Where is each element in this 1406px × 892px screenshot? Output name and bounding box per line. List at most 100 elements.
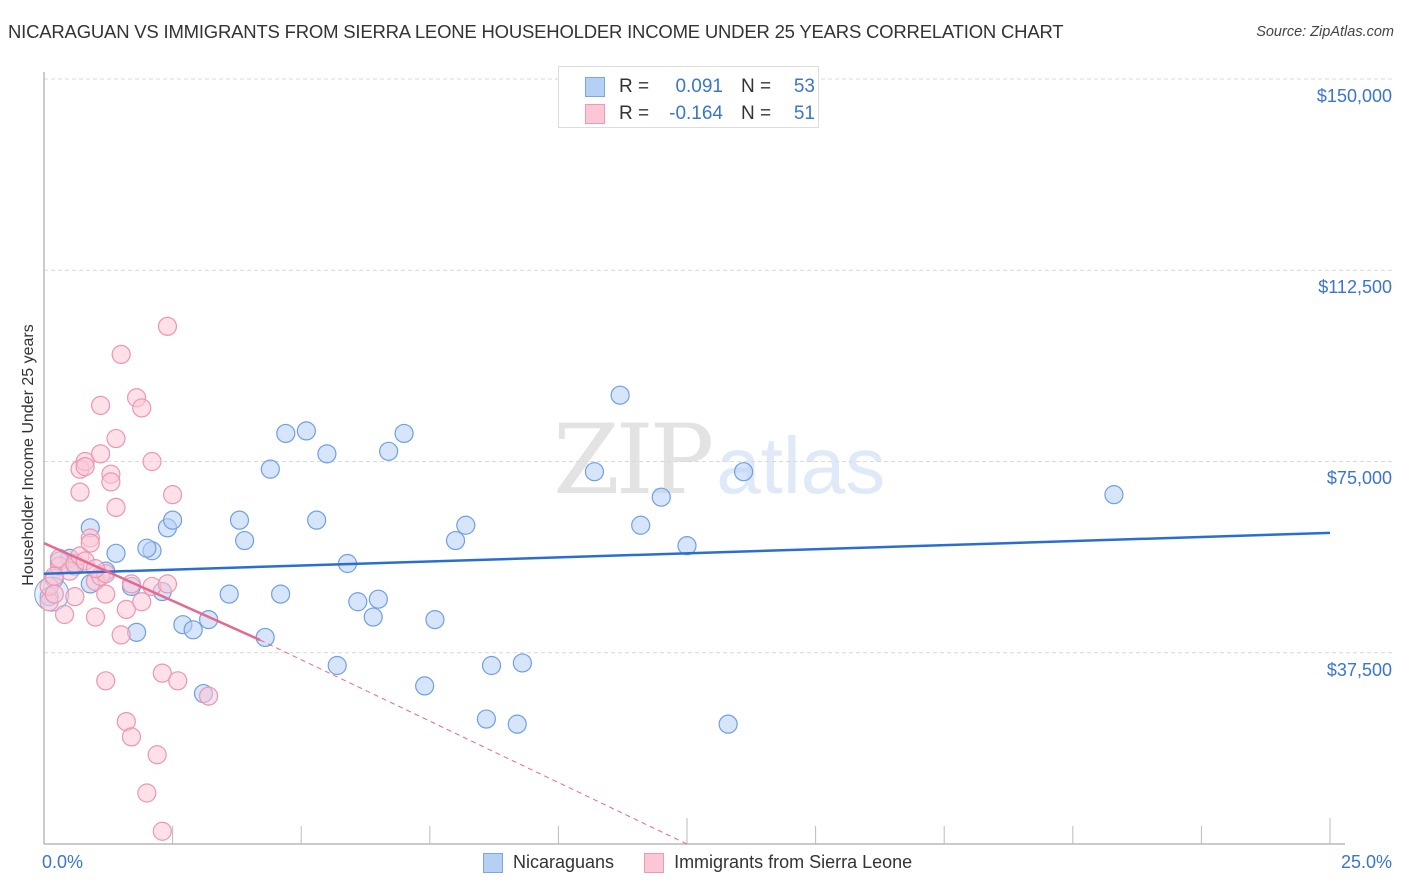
- nicaraguan-point: [445, 530, 466, 551]
- sierra-leone-point: [75, 457, 95, 477]
- legend-label: Immigrants from Sierra Leone: [674, 852, 913, 872]
- nicaraguan-point: [296, 421, 316, 441]
- nicaraguan-point: [1104, 485, 1124, 505]
- nicaraguan-point: [584, 462, 605, 482]
- sierra-leone-point: [111, 344, 131, 364]
- sierra-leone-point: [90, 395, 111, 415]
- sierra-leone-point: [199, 686, 219, 706]
- pink-swatch-icon: [585, 104, 605, 124]
- y-tick-112500: $112,500: [1318, 277, 1392, 297]
- sierra-leone-point: [152, 821, 172, 841]
- sierra-leone-point: [116, 599, 136, 620]
- y-tick-150000: $150,000: [1316, 86, 1392, 106]
- sierra-leone-point: [65, 587, 85, 607]
- sierra-leone-point: [90, 444, 111, 464]
- sierra-leone-point: [157, 574, 178, 594]
- nicaraguan-point: [307, 510, 327, 530]
- sierra-leone-point: [147, 745, 167, 765]
- nicaraguan-point: [235, 530, 255, 551]
- nicaraguan-point: [106, 543, 126, 563]
- nicaraguan-point: [481, 655, 502, 676]
- y-axis-label: Householder Income Under 25 years: [20, 324, 37, 586]
- nicaraguan-point: [512, 653, 532, 673]
- nicaraguan-point: [718, 714, 738, 734]
- nicaraguan-point: [677, 536, 697, 556]
- pink-swatch-icon: [644, 852, 665, 873]
- blue-swatch-icon: [585, 77, 605, 97]
- sierra-leone-point: [111, 625, 131, 645]
- nicaraguan-point: [163, 510, 183, 530]
- series-nicaraguans-points: [34, 385, 1124, 734]
- nicaraguan-point: [425, 609, 445, 630]
- nicaraguan-point: [183, 620, 203, 640]
- n-value: 51: [793, 103, 815, 124]
- nicaraguan-point: [271, 584, 291, 604]
- nicaraguan-point: [476, 709, 496, 729]
- sierra-leone-point: [132, 592, 152, 612]
- blue-swatch-icon: [483, 852, 503, 873]
- sierra-leone-point: [152, 663, 172, 683]
- source-label: Source: ZipAtlas.com: [1256, 24, 1394, 40]
- nicaraguan-point: [363, 607, 383, 627]
- sierra-leone-point: [157, 316, 178, 336]
- n-value: 53: [793, 76, 815, 97]
- n-label: N =: [741, 76, 772, 97]
- y-tick-37500: $37,500: [1326, 660, 1392, 680]
- sierra-leone-point: [132, 398, 152, 418]
- sierra-leone-point: [121, 727, 142, 747]
- sierra-leone-point: [101, 472, 121, 492]
- sierra-leone-point: [44, 566, 64, 586]
- sierra-leone-point: [44, 584, 64, 604]
- nicaraguans-trend-line: [43, 531, 1331, 575]
- sierra-leone-point: [96, 671, 116, 691]
- nicaraguan-point: [507, 714, 527, 734]
- nicaraguan-point: [651, 487, 671, 507]
- correlation-legend: R = 0.091 N = 53 R = -0.164 N = 51: [558, 66, 819, 128]
- sierra-leone-point: [54, 604, 75, 625]
- y-tick-75000: $75,000: [1326, 468, 1392, 488]
- x-tick-max: 25.0%: [1340, 852, 1392, 872]
- nicaraguan-point: [229, 510, 250, 530]
- sierra-leone-point: [85, 607, 106, 627]
- series-legend: Nicaraguans Immigrants from Sierra Leone: [483, 852, 942, 873]
- sierra-leone-point: [168, 671, 188, 691]
- nicaraguan-point: [733, 462, 754, 482]
- axes: [43, 72, 1345, 845]
- legend-item-sierra-leone[interactable]: Immigrants from Sierra Leone: [644, 852, 912, 873]
- nicaraguan-point: [394, 423, 414, 444]
- x-tick-min: 0.0%: [42, 852, 84, 872]
- sierra-leone-point: [106, 428, 126, 449]
- chart-title: NICARAGUAN VS IMMIGRANTS FROM SIERRA LEO…: [8, 21, 1064, 42]
- legend-item-nicaraguans[interactable]: Nicaraguans: [483, 852, 614, 873]
- sierra-leone-point: [142, 451, 162, 472]
- r-value: 0.091: [675, 76, 723, 97]
- r-value: -0.164: [669, 103, 723, 124]
- nicaraguan-point: [348, 592, 368, 612]
- nicaraguan-point: [456, 515, 476, 535]
- nicaraguan-point: [379, 441, 399, 461]
- legend-label: Nicaraguans: [513, 852, 615, 872]
- nicaraguan-point: [631, 515, 651, 535]
- sierra-leone-point: [163, 485, 183, 505]
- series-sierra-leone-points: [39, 316, 219, 841]
- r-label: R =: [619, 76, 650, 97]
- legend-row-sierra-leone: R = -0.164 N = 51: [585, 102, 815, 126]
- nicaraguan-point: [255, 627, 275, 648]
- sierra-leone-trend-line: [43, 541, 261, 642]
- r-label: R =: [619, 103, 650, 124]
- nicaraguan-point: [368, 589, 388, 609]
- nicaraguan-point: [137, 538, 157, 558]
- sierra-leone-point: [106, 497, 126, 517]
- nicaraguan-point: [219, 584, 239, 604]
- sierra-leone-point: [96, 584, 116, 604]
- legend-row-nicaraguans: R = 0.091 N = 53: [585, 75, 815, 99]
- nicaraguan-point: [327, 655, 347, 676]
- n-label: N =: [741, 103, 772, 124]
- trend-lines: [43, 531, 1331, 845]
- nicaraguan-point: [260, 459, 280, 479]
- nicaraguan-point: [610, 385, 630, 405]
- nicaraguan-point: [276, 423, 296, 444]
- sierra-leone-point: [137, 783, 157, 803]
- sierra-leone-point: [70, 482, 90, 502]
